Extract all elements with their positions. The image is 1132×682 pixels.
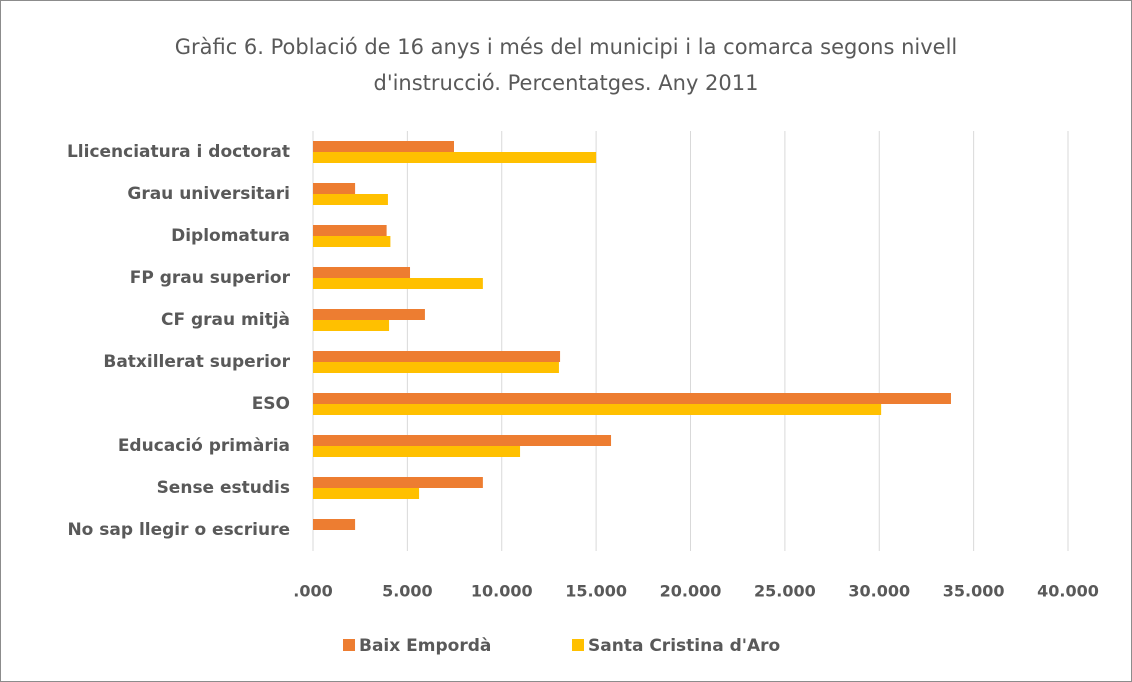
x-tick-label: 30.000	[848, 582, 910, 601]
y-tick-label: Educació primària	[118, 436, 290, 456]
y-tick-label: Grau universitari	[127, 184, 290, 204]
bar	[313, 362, 559, 373]
bar	[313, 351, 561, 362]
bar	[313, 225, 387, 236]
chart-title: Gràfic 6. Població de 16 anys i més del …	[175, 35, 958, 59]
x-tick-label: 40.000	[1037, 582, 1099, 601]
x-tick-label: 15.000	[565, 582, 627, 601]
legend-swatch	[343, 639, 355, 651]
y-tick-label: Sense estudis	[157, 478, 290, 498]
x-tick-label: 20.000	[660, 582, 722, 601]
bar	[313, 435, 612, 446]
y-tick-label: Llicenciatura i doctorat	[67, 142, 290, 162]
bar	[313, 278, 483, 289]
bar	[313, 446, 521, 457]
x-tick-label: 5.000	[382, 582, 433, 601]
legend-swatch	[572, 639, 584, 651]
y-tick-label: CF grau mitjà	[161, 310, 290, 330]
bar	[313, 519, 356, 530]
y-tick-label: FP grau superior	[130, 268, 291, 288]
y-tick-label: ESO	[252, 394, 290, 414]
y-tick-label: No sap llegir o escriure	[67, 520, 290, 540]
y-tick-label: Batxillerat superior	[103, 352, 290, 372]
chart-title: d'instrucció. Percentatges. Any 2011	[373, 71, 758, 95]
x-tick-label: 35.000	[943, 582, 1005, 601]
bar	[313, 320, 390, 331]
bar	[313, 488, 420, 499]
bar	[313, 309, 425, 320]
bar	[313, 236, 391, 247]
legend-label: Baix Empordà	[359, 636, 491, 656]
bar	[313, 404, 882, 415]
bar	[313, 477, 483, 488]
x-tick-label: 25.000	[754, 582, 816, 601]
bar	[313, 267, 411, 278]
y-tick-label: Diplomatura	[171, 226, 290, 246]
x-tick-label: .000	[293, 582, 332, 601]
legend-label: Santa Cristina d'Aro	[588, 636, 780, 656]
bar	[313, 183, 356, 194]
bar	[313, 393, 951, 404]
bar	[313, 194, 388, 205]
x-tick-label: 10.000	[471, 582, 533, 601]
bar	[313, 141, 454, 152]
bar	[313, 152, 597, 163]
